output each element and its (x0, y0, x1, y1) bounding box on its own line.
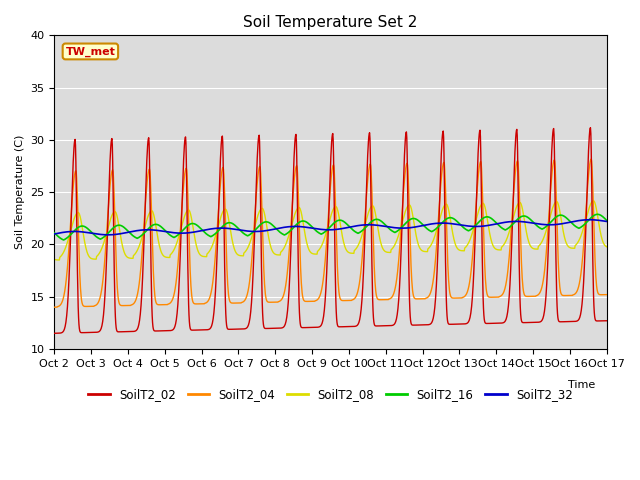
Text: TW_met: TW_met (65, 46, 115, 57)
X-axis label: Time: Time (568, 380, 595, 390)
Legend: SoilT2_02, SoilT2_04, SoilT2_08, SoilT2_16, SoilT2_32: SoilT2_02, SoilT2_04, SoilT2_08, SoilT2_… (84, 384, 577, 406)
Title: Soil Temperature Set 2: Soil Temperature Set 2 (243, 15, 418, 30)
Y-axis label: Soil Temperature (C): Soil Temperature (C) (15, 135, 25, 249)
